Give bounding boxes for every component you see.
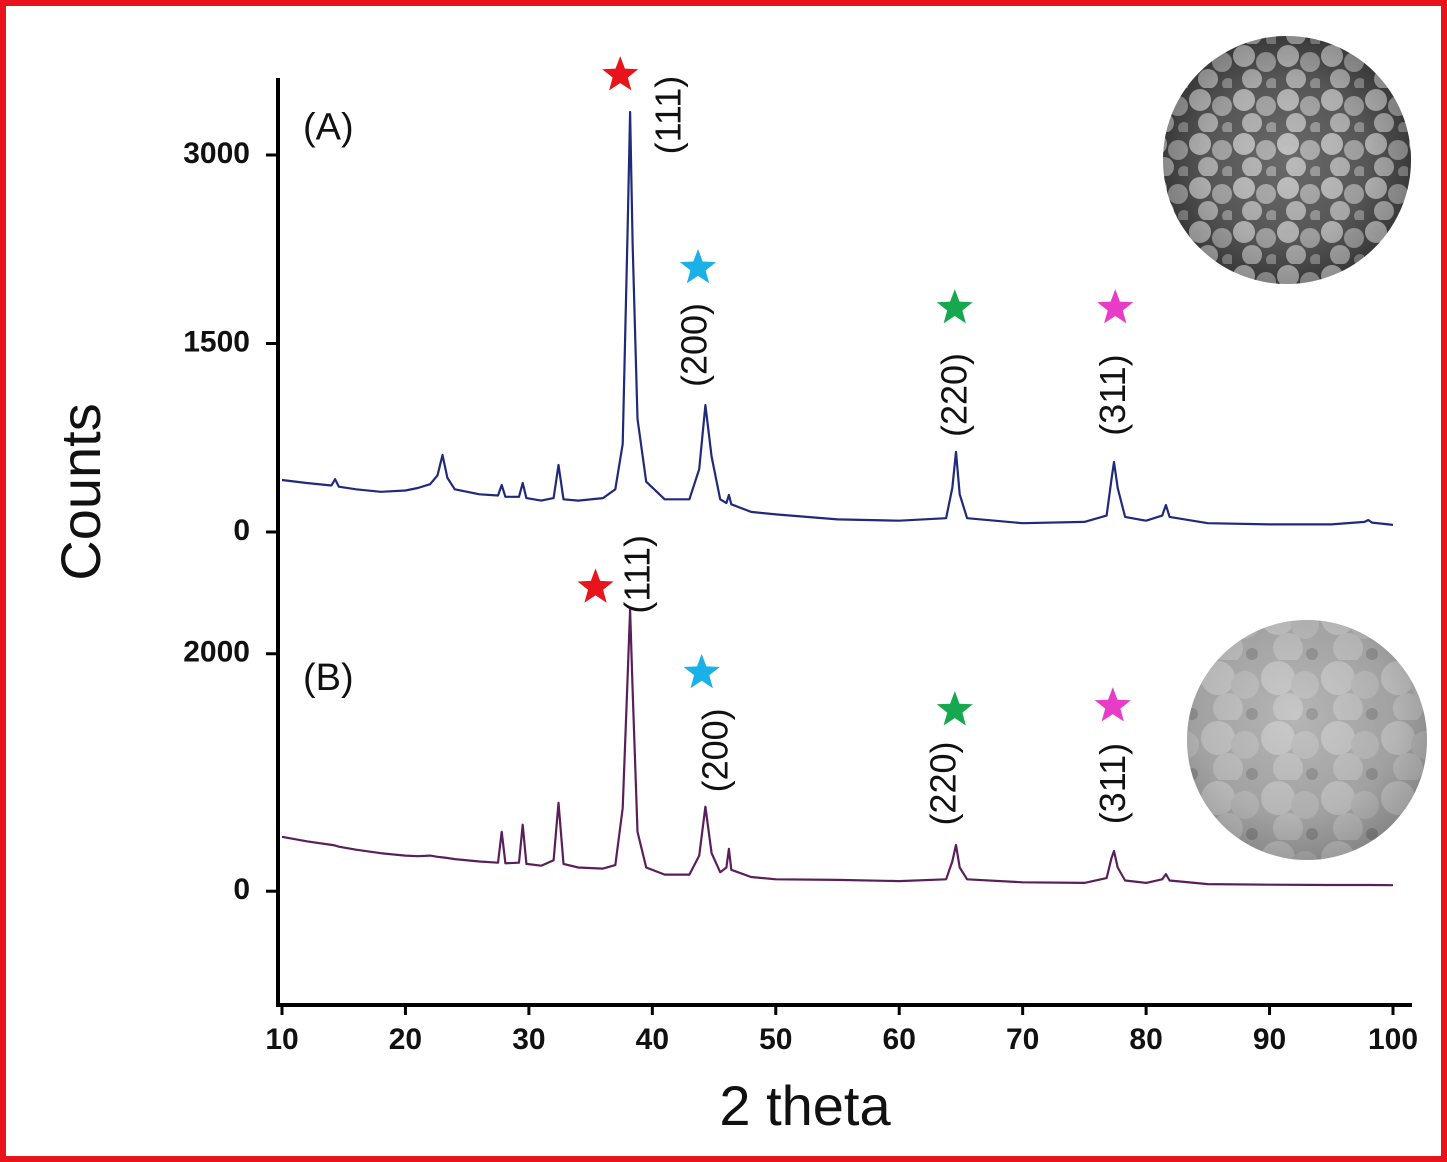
- x-tick-label: 10: [265, 1023, 298, 1056]
- x-tick-label: 30: [512, 1023, 545, 1056]
- peak-label: (311): [1092, 743, 1133, 824]
- x-tick-label: 80: [1129, 1023, 1162, 1056]
- peak-label: (311): [1092, 354, 1133, 435]
- x-tick-label: 50: [759, 1023, 792, 1056]
- peak-star: [937, 691, 973, 725]
- peak-label: (200): [673, 303, 714, 387]
- peak-label: (111): [647, 76, 688, 155]
- x-tick-label: 100: [1368, 1023, 1418, 1056]
- peak-star: [1095, 687, 1131, 721]
- x-tick-label: 20: [389, 1023, 422, 1056]
- peak-star: [937, 289, 973, 323]
- chart: Counts 2 theta 0 1500 3000 (A) (111) (200) (22…: [0, 0, 1447, 1162]
- x-tick-label: 60: [883, 1023, 916, 1056]
- y-axis-label: Counts: [49, 403, 112, 580]
- x-tick-label: 70: [1006, 1023, 1039, 1056]
- y-tick-label: 3000: [183, 137, 250, 170]
- peak-star: [680, 249, 716, 283]
- sem-inset-b: [1187, 620, 1427, 860]
- peak-star: [684, 654, 720, 688]
- peak-star: [1097, 289, 1133, 323]
- peak-label: (220): [934, 353, 975, 437]
- peak-label: (111): [617, 535, 658, 614]
- peak-label: (200): [694, 708, 735, 792]
- peak-star: [602, 56, 638, 90]
- y-tick-label: 2000: [183, 636, 250, 669]
- y-tick-label: 0: [233, 514, 250, 547]
- y-tick-label: 0: [233, 873, 250, 906]
- y-tick-label: 1500: [183, 325, 250, 358]
- x-axis-label: 2 theta: [719, 1074, 891, 1137]
- sem-inset-a: [1163, 36, 1411, 284]
- x-tick-label: 90: [1253, 1023, 1286, 1056]
- peak-star: [578, 568, 614, 602]
- panel-label: (A): [303, 107, 354, 149]
- panel-label: (B): [303, 657, 354, 699]
- peak-label: (220): [923, 741, 964, 825]
- x-tick-label: 40: [636, 1023, 669, 1056]
